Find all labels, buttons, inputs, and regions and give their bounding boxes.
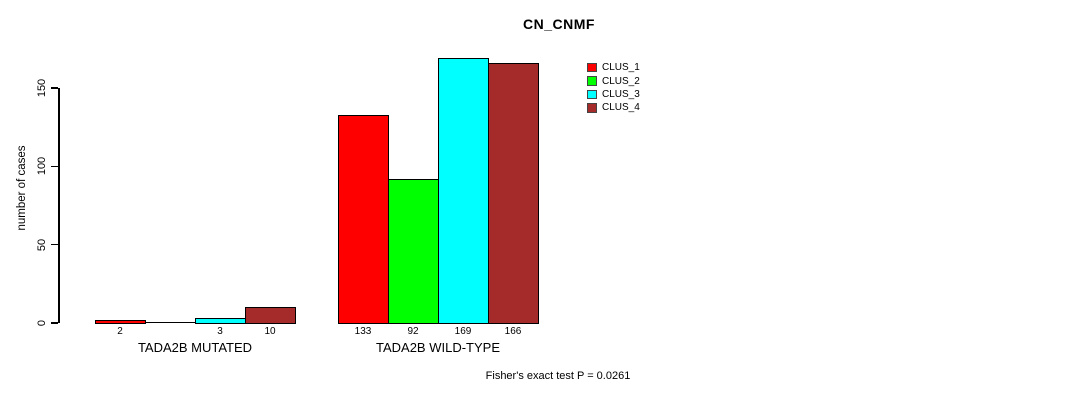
bar-value-label: 2 <box>117 326 123 337</box>
legend-label: CLUS_4 <box>602 102 640 114</box>
bar-clus_3-group0 <box>195 318 246 324</box>
y-axis-line <box>58 88 60 323</box>
y-axis-tick <box>51 243 58 246</box>
legend-item: CLUS_4 <box>587 101 640 114</box>
bar-value-label: 3 <box>217 326 223 337</box>
legend: CLUS_1 CLUS_2 CLUS_3 CLUS_4 <box>587 61 640 115</box>
x-group-label: TADA2B MUTATED <box>137 340 253 355</box>
y-axis-tick <box>51 322 58 324</box>
x-group-label: TADA2B WILD-TYPE <box>375 340 500 355</box>
bar-clus_3-group1 <box>438 58 489 324</box>
bar-clus_4-group1 <box>488 63 539 324</box>
bar-clus_1-group0 <box>95 320 146 324</box>
chart-title: CN_CNMF <box>523 16 595 32</box>
bar-value-label: 166 <box>504 326 522 337</box>
legend-swatch <box>587 76 597 86</box>
legend-swatch <box>587 89 597 100</box>
legend-item: CLUS_3 <box>587 88 640 101</box>
legend-label: CLUS_3 <box>602 88 640 100</box>
bar-clus_4-group0 <box>245 307 296 324</box>
legend-label: CLUS_2 <box>602 75 640 87</box>
legend-item: CLUS_2 <box>587 74 640 87</box>
bar-value-label: 133 <box>354 326 372 337</box>
y-axis-tick <box>51 165 58 168</box>
bar-clus_2-group1 <box>388 179 439 324</box>
y-axis-tick-label: 150 <box>36 78 48 98</box>
bar-clus_1-group1 <box>338 115 389 324</box>
footnote-pvalue: Fisher's exact test P = 0.0261 <box>485 370 631 382</box>
legend-item: CLUS_1 <box>587 61 640 74</box>
y-axis-tick <box>51 87 58 89</box>
bar-value-label: 92 <box>407 326 419 337</box>
y-axis-tick-label: 100 <box>36 157 48 176</box>
y-axis-tick-label: 0 <box>36 319 48 327</box>
legend-swatch <box>587 62 597 73</box>
legend-swatch <box>587 103 597 113</box>
bar-value-label: 10 <box>264 326 276 337</box>
y-axis-label: number of cases <box>16 145 28 231</box>
bar-value-label: 169 <box>454 326 472 337</box>
y-axis-tick-label: 50 <box>36 238 48 251</box>
legend-label: CLUS_1 <box>602 62 640 74</box>
